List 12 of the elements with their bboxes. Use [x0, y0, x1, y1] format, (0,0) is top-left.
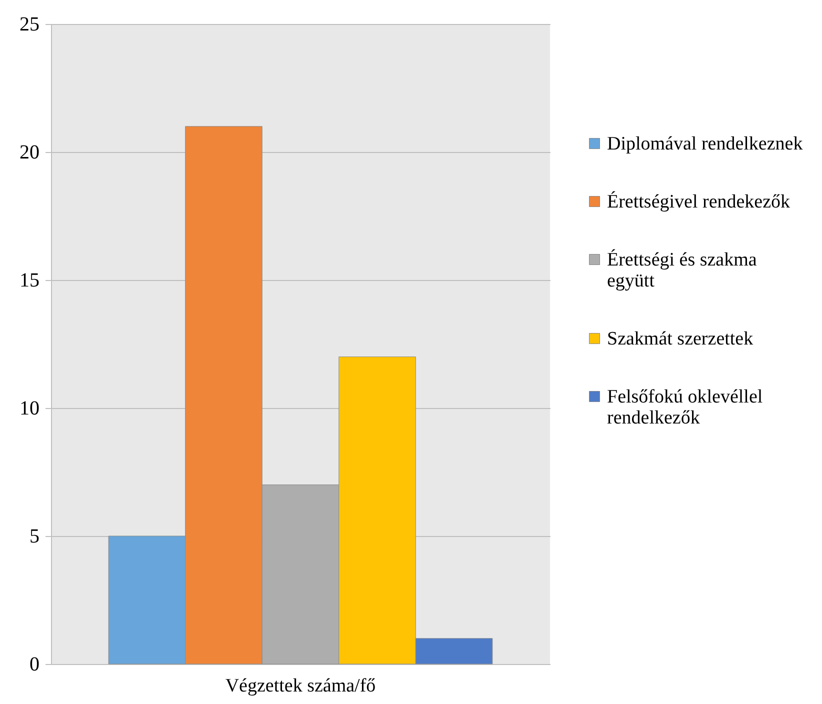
y-tick-label: 20	[20, 142, 40, 164]
x-tick-label: Végzettek száma/fő	[225, 676, 376, 696]
legend-label: Érettségivel rendekezők	[607, 190, 791, 212]
y-tick-label: 5	[30, 526, 40, 548]
legend-label: Felsőfokú oklevéllel rendelkezők	[607, 386, 763, 428]
y-tick-label: 10	[20, 398, 40, 420]
legend-label: Diplomával rendelkeznek	[607, 134, 804, 154]
y-tick-label: 15	[20, 270, 40, 292]
y-tick-label: 25	[20, 14, 40, 36]
legend-label: Érettségi és szakma együtt	[607, 248, 758, 292]
y-tick-label: 0	[30, 654, 40, 676]
legend-label: Szakmát szerzettek	[607, 328, 754, 350]
